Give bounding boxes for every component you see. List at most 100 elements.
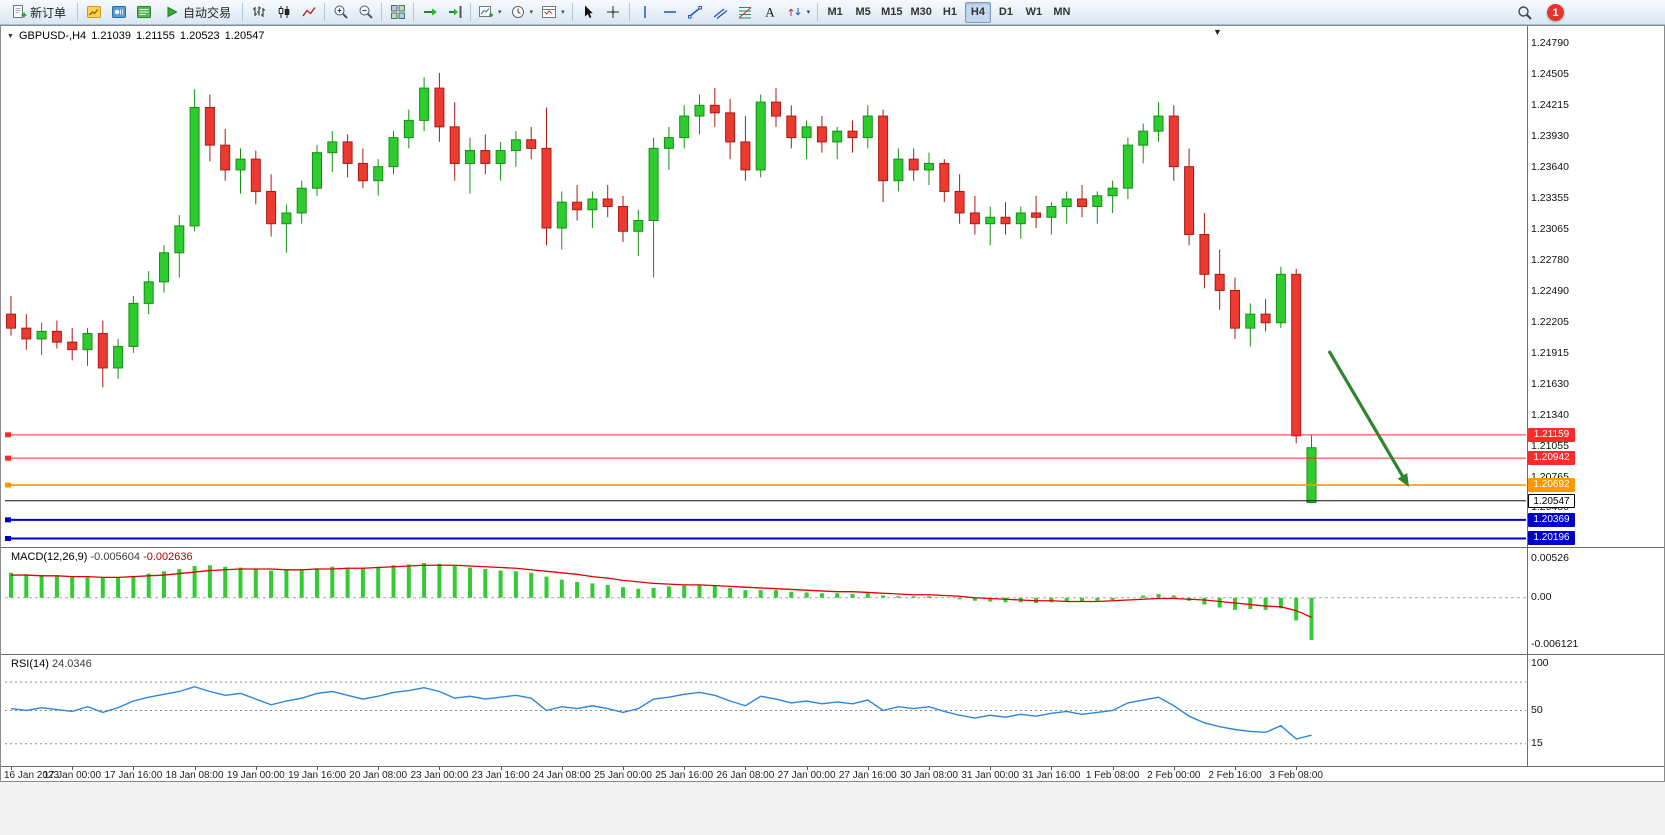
level-line-handle[interactable] [5,535,11,541]
trend-arrow-head[interactable] [1397,473,1409,487]
vertical-line-button[interactable] [634,2,657,23]
candle-body [357,162,368,182]
search-button[interactable] [1513,2,1536,23]
chart-shift-button[interactable] [443,2,466,23]
candle-body [1107,187,1118,197]
candlestick-chart-button[interactable] [272,2,295,23]
auto-scroll-icon [423,8,437,16]
tile-windows-button[interactable] [386,2,409,23]
candle-body [985,216,996,225]
time-axis-tick [194,767,196,770]
price-axis-label: 1.23930 [1531,130,1569,143]
rsi-scale-label: 100 [1531,656,1549,669]
search-icon [1517,5,1532,20]
candle-body [893,158,904,182]
new-order-button[interactable]: 新订单 [4,2,73,23]
trend-arrow-line[interactable] [1327,350,1404,477]
rsi-panel[interactable] [5,655,1526,766]
candle-body [6,313,16,329]
candle-body [419,87,430,121]
candle-body [908,158,919,171]
candle-body [67,341,78,351]
templates-caret-icon[interactable]: ▾ [561,9,565,16]
time-axis[interactable]: 16 Jan 2023 17 Jan 00:00 17 Jan 16:00 18 Ja… [1,767,1527,783]
timeframe-m1-button[interactable]: M1 [827,6,843,18]
timeframe-h4-button[interactable]: H4 [964,1,991,23]
timeframe-h1-button[interactable]: H1 [942,6,957,18]
collapse-icon[interactable]: ▼ [7,32,14,40]
timeframe-mn-button[interactable]: MN [1053,6,1071,18]
panel-divider-rsi[interactable] [1,654,1664,655]
arrows-caret-icon[interactable]: ▾ [806,9,811,16]
main-toolbar: 新订单 自动交易 ▾ ▾ ▾ A ▾ M1 M5 M15 M30 H1 H4 D1 W1 MN 1 [0,0,1665,25]
price-axis-label: 1.21630 [1531,377,1569,390]
panel-divider-macd[interactable] [1,547,1664,548]
candle-body [954,190,965,214]
crosshair-button[interactable] [602,2,625,23]
navigator-button[interactable] [107,2,130,23]
candle-body [1184,166,1195,235]
time-axis-label: 18 Jan 08:00 [165,770,224,781]
autotrading-button[interactable]: 自动交易 [157,2,238,23]
notification-badge[interactable]: 1 [1547,4,1564,21]
periods-caret-icon[interactable]: ▾ [529,9,534,16]
channel-icon [713,8,728,20]
time-axis-label: 27 Jan 16:00 [838,770,897,781]
templates-button[interactable]: ▾ [538,2,568,23]
fibonacci-button[interactable] [734,2,757,23]
level-line-handle[interactable] [5,432,11,438]
candle-body [388,137,399,168]
market-watch-button[interactable] [82,2,105,23]
timeframe-m15-button[interactable]: M15 [881,6,903,18]
chart-area[interactable]: ▼ GBPUSD-,H4 1.21039 1.21155 1.20523 1.20547 … [0,25,1665,782]
time-axis-label: 19 Jan 00:00 [226,770,285,781]
text-label-button[interactable]: A [759,2,782,23]
ohlc-high: 1.21155 [135,30,175,42]
timeframe-m30-button[interactable]: M30 [910,6,932,18]
chart-shift-marker[interactable]: ▼ [1213,27,1222,37]
new-chart-button[interactable]: ▾ [475,2,505,23]
auto-scroll-button[interactable] [418,2,441,23]
new-chart-caret-icon[interactable]: ▾ [498,9,502,16]
timeframe-m5-button[interactable]: M5 [855,6,871,18]
candlestick-chart[interactable] [5,29,1526,547]
trendline-button[interactable] [684,2,707,23]
candles-svg[interactable] [5,29,1526,547]
candle-body [633,219,644,232]
macd-panel[interactable] [5,548,1526,654]
macd-svg[interactable] [5,548,1526,654]
price-scale[interactable]: 1.24790 1.24505 1.24215 1.23930 1.23640 1.233… [1527,26,1664,767]
zoom-out-button[interactable] [354,2,377,23]
candle-body [281,212,292,225]
timeframe-d1-button[interactable]: D1 [998,6,1013,18]
equidistant-channel-button[interactable] [709,2,732,23]
level-line-handle[interactable] [5,455,11,461]
horizontal-line-button[interactable] [659,2,682,23]
level-line-handle[interactable] [5,517,11,523]
candle-body [266,190,277,225]
level-line-handle[interactable] [5,482,11,488]
periods-button[interactable]: ▾ [507,2,537,23]
zoom-out-icon [359,5,373,19]
time-axis-tick [867,767,869,770]
candle-body [725,112,736,143]
time-axis-tick [990,767,992,770]
time-axis-tick [745,767,747,770]
cursor-button[interactable] [577,2,600,23]
line-chart-button[interactable] [297,2,320,23]
time-axis-tick [623,767,624,770]
vertical-line-icon [644,6,646,18]
time-axis-tick [684,767,686,770]
timeframe-w1-button[interactable]: W1 [1025,6,1043,18]
candle-body [510,139,521,152]
candle-body [924,162,934,171]
zoom-in-button[interactable] [329,2,352,23]
rsi-svg[interactable] [5,655,1526,766]
candle-body [327,141,338,154]
arrows-button[interactable]: ▾ [784,2,814,23]
time-axis-tick [72,767,74,770]
bar-chart-button[interactable] [247,2,270,23]
candle-body [159,252,169,283]
terminal-button[interactable] [132,2,155,23]
candle-body [97,333,108,369]
